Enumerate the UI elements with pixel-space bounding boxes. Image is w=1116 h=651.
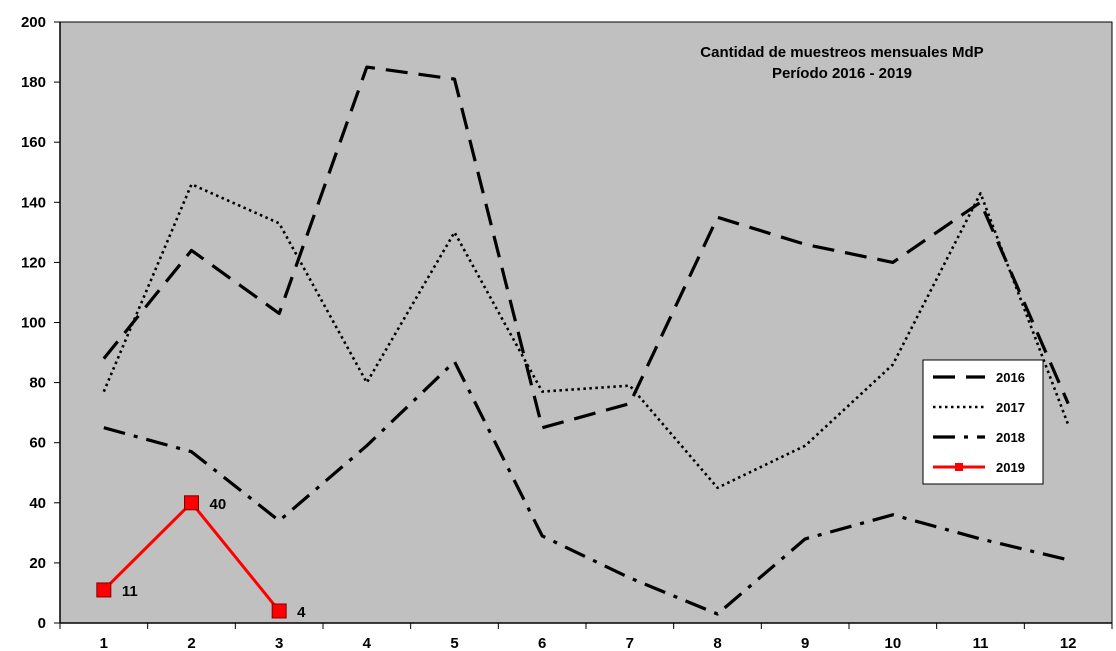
y-tick-label: 160 (21, 134, 46, 151)
legend-label-2019: 2019 (996, 460, 1025, 475)
data-point-marker (184, 495, 199, 511)
legend-label-2018: 2018 (996, 430, 1025, 445)
legend: 2016 2017 2018 2019 (922, 359, 1044, 485)
y-tick-label: 60 (29, 435, 46, 452)
series-line-2016 (102, 65, 1070, 430)
x-tick-label: 6 (538, 635, 546, 651)
x-tick-label: 7 (626, 635, 634, 651)
plot-area (59, 21, 1113, 624)
x-tick-label: 8 (713, 635, 721, 651)
y-tick-label: 100 (21, 315, 46, 332)
x-tick-label: 12 (1060, 635, 1077, 651)
y-tick-label: 120 (21, 254, 46, 271)
series-line-2018 (103, 360, 1069, 616)
legend-label-2016: 2016 (996, 370, 1025, 385)
y-tick-label: 140 (21, 194, 46, 211)
data-label: 40 (210, 496, 227, 513)
series-2018 (103, 360, 1069, 616)
x-tick-label: 4 (363, 635, 372, 651)
legend-box (922, 359, 1044, 485)
chart-subtitle: Período 2016 - 2019 (772, 65, 912, 82)
chart-title: Cantidad de muestreos mensuales MdP (700, 44, 983, 61)
y-tick-label: 80 (29, 375, 46, 392)
x-axis: 1 2 3 4 5 6 7 8 9 10 11 12 (59, 622, 1113, 651)
y-axis: 0 20 40 60 80 100 120 140 160 180 200 (21, 14, 61, 632)
y-tick-label: 20 (29, 555, 46, 572)
x-tick-label: 10 (884, 635, 901, 651)
data-label: 11 (122, 583, 138, 600)
series-2016 (102, 65, 1070, 430)
x-tick-label: 9 (801, 635, 809, 651)
y-tick-label: 40 (29, 495, 46, 512)
data-label: 4 (297, 604, 306, 621)
x-tick-label: 11 (973, 635, 989, 651)
x-tick-label: 3 (275, 635, 283, 651)
legend-label-2017: 2017 (996, 400, 1025, 415)
x-tick-label: 2 (187, 635, 195, 651)
y-tick-label: 200 (21, 14, 46, 31)
data-point-marker (96, 582, 112, 598)
y-tick-label: 0 (38, 615, 46, 632)
y-tick-label: 180 (21, 74, 46, 91)
chart-title-group: Cantidad de muestreos mensuales MdP Perí… (700, 44, 983, 82)
legend-marker (955, 463, 963, 471)
series-layer: 11 40 4 (96, 65, 1070, 621)
series-2019: 11 40 4 (96, 495, 306, 621)
x-tick-label: 1 (100, 635, 108, 651)
x-tick-label: 5 (450, 635, 458, 651)
data-point-marker (271, 603, 287, 619)
